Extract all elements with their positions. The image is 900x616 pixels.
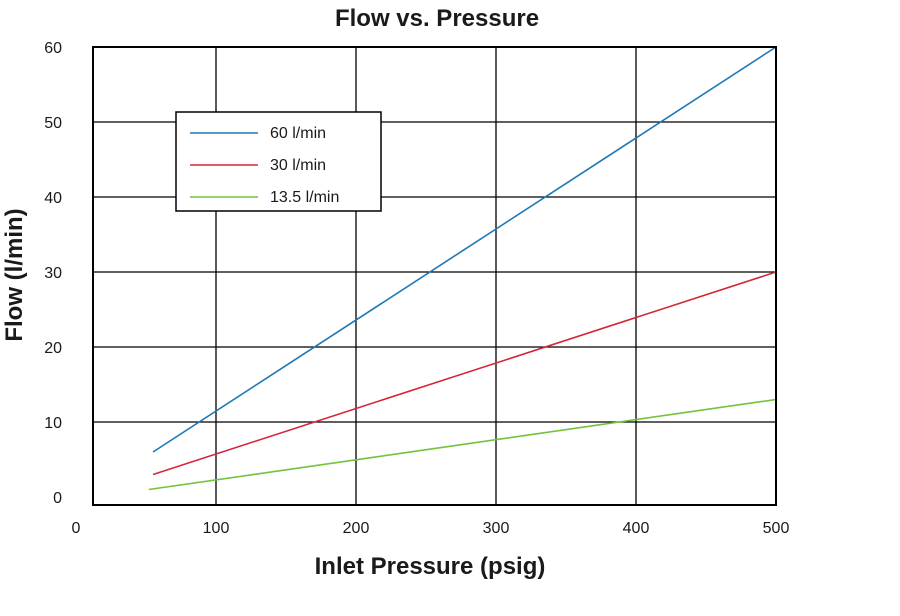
y-tick-label: 0 [53,490,62,507]
chart-title: Flow vs. Pressure [335,5,539,32]
x-tick-label: 100 [203,520,230,537]
series-line-3 [148,398,777,491]
series-line-2 [152,271,777,476]
series-line-1 [152,46,777,453]
y-tick-label: 60 [44,40,62,57]
y-tick-label: 30 [44,265,62,282]
x-tick-label: 400 [623,520,650,537]
x-tick-label: 500 [763,520,790,537]
plot-frame [92,46,777,506]
y-tick-labels: 0 10 20 30 40 50 60 [44,40,62,507]
legend-label-1: 60 l/min [270,125,326,142]
y-tick-label: 50 [44,115,62,132]
legend-box [175,111,382,212]
legend-label-2: 30 l/min [270,157,326,174]
y-tick-label: 10 [44,415,62,432]
x-tick-label: 0 [72,520,81,537]
y-tick-label: 40 [44,190,62,207]
x-tick-label: 300 [483,520,510,537]
x-tick-label: 200 [343,520,370,537]
x-tick-labels: 0 100 200 300 400 500 [72,520,790,537]
y-axis-label: Flow (l/min) [1,208,28,341]
y-tick-label: 20 [44,340,62,357]
series-lines [148,46,777,491]
x-axis-label: Inlet Pressure (psig) [315,553,546,580]
legend-label-3: 13.5 l/min [270,189,339,206]
legend: 60 l/min 30 l/min 13.5 l/min [175,111,382,212]
